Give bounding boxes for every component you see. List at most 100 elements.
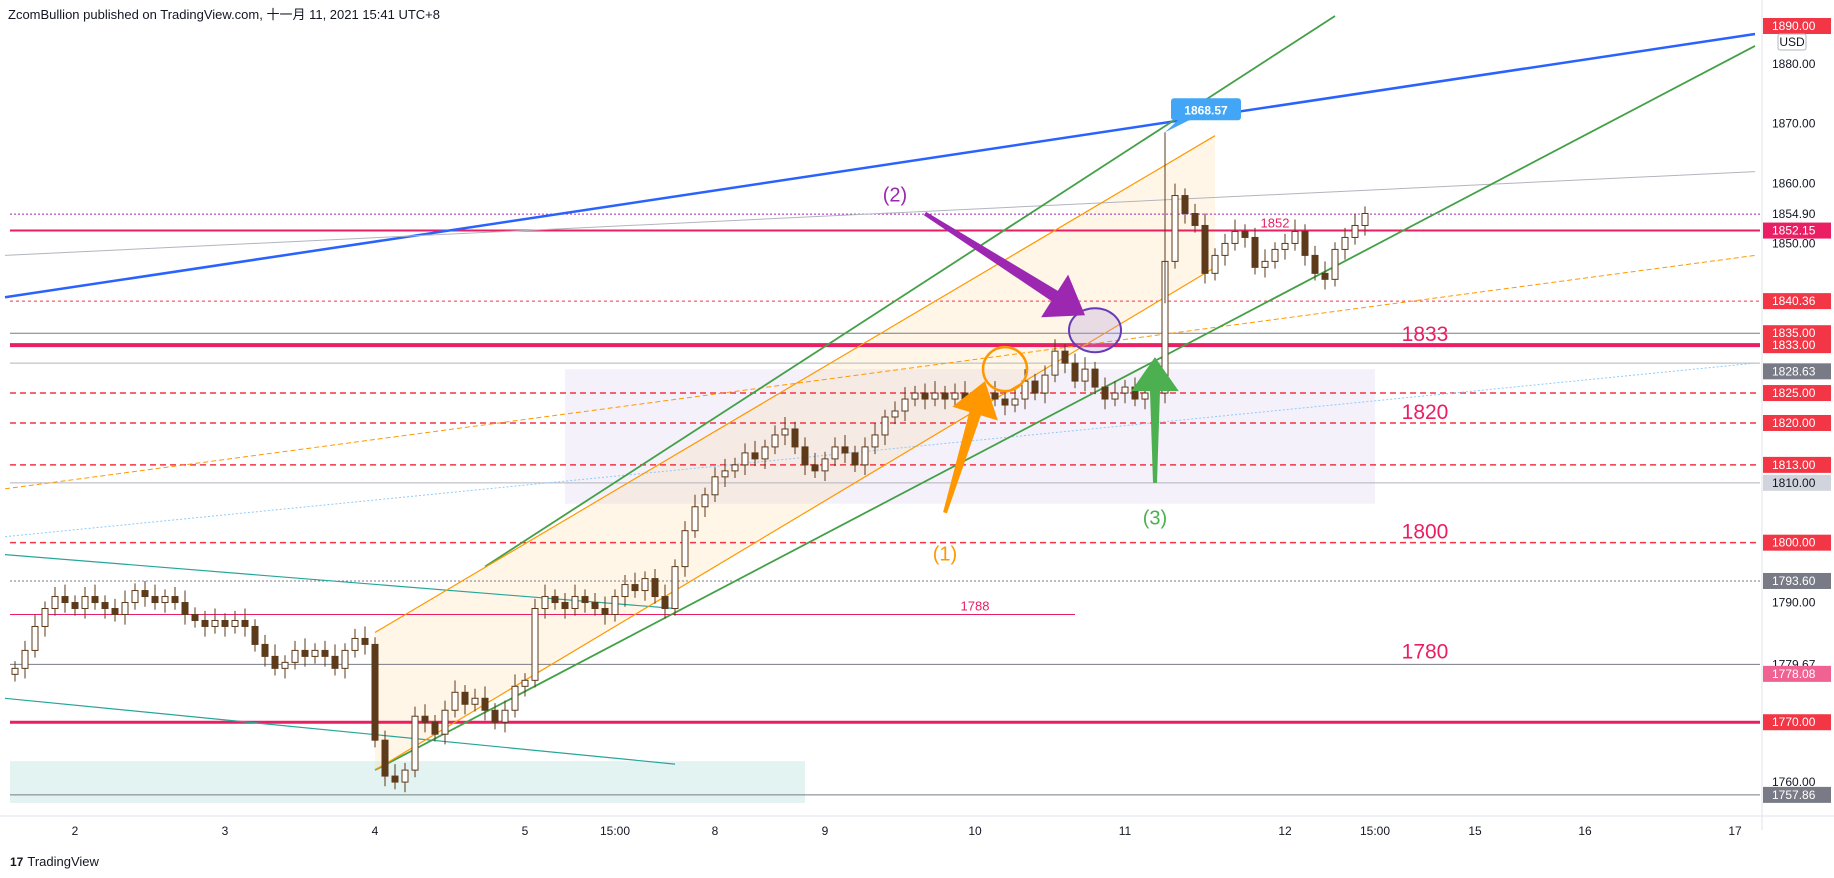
candle bbox=[871, 422, 879, 455]
candle-body bbox=[1301, 230, 1309, 256]
candle bbox=[791, 421, 799, 455]
zone-label: 1833 bbox=[1402, 323, 1449, 346]
candle bbox=[1361, 206, 1369, 236]
candle bbox=[1001, 391, 1009, 416]
time-tick-label: 11 bbox=[1119, 824, 1132, 838]
candle bbox=[1051, 339, 1059, 383]
currency-box[interactable] bbox=[1777, 33, 1807, 51]
time-tick-label: 15 bbox=[1468, 824, 1482, 838]
candle bbox=[1121, 379, 1129, 404]
price-axis: 1880.00 1870.00 1860.00 1854.90 1852.151850.… bbox=[1761, 0, 1834, 850]
candle-body bbox=[21, 649, 29, 669]
candle bbox=[1181, 188, 1189, 224]
candle-body bbox=[431, 721, 439, 735]
candle-body bbox=[51, 596, 59, 610]
candle bbox=[291, 640, 299, 670]
candle-body bbox=[541, 596, 549, 610]
price-tag-label: 1825.00 bbox=[1772, 386, 1816, 400]
candle-body bbox=[221, 619, 229, 627]
price-tick-label: 1760.00 bbox=[1772, 775, 1816, 789]
candle-body bbox=[501, 709, 509, 723]
candle-body bbox=[141, 590, 149, 598]
candle-body bbox=[441, 709, 449, 735]
candle bbox=[361, 626, 369, 655]
time-tick-label: 2 bbox=[72, 824, 79, 838]
candle-body bbox=[1051, 350, 1059, 376]
price-tag-bg bbox=[1763, 474, 1831, 491]
candle-body bbox=[841, 446, 849, 454]
candle-body bbox=[401, 769, 409, 783]
candle bbox=[231, 610, 239, 634]
candle-body bbox=[161, 596, 169, 604]
candle-body bbox=[101, 602, 109, 610]
candle-body bbox=[661, 596, 669, 610]
candle-body bbox=[811, 464, 819, 472]
time-tick-label: 8 bbox=[712, 824, 719, 838]
candle-body bbox=[211, 619, 219, 627]
candle bbox=[1191, 203, 1199, 233]
candle bbox=[721, 458, 729, 488]
candle-body bbox=[1311, 254, 1319, 274]
candle bbox=[11, 661, 19, 682]
candle-body bbox=[1191, 213, 1199, 226]
candle-body bbox=[581, 596, 589, 604]
candle bbox=[761, 439, 769, 470]
candle-body bbox=[1111, 392, 1119, 400]
candle bbox=[251, 619, 259, 652]
time-tick-label: 5 bbox=[522, 824, 529, 838]
candle bbox=[991, 381, 999, 407]
candle-body bbox=[611, 596, 619, 615]
candle bbox=[621, 574, 629, 607]
candle bbox=[91, 584, 99, 610]
candle-body bbox=[1341, 236, 1349, 250]
candle bbox=[571, 584, 579, 616]
candle-body bbox=[291, 649, 299, 663]
candle bbox=[451, 680, 459, 718]
footer-brand[interactable]: 17 TradingView bbox=[10, 854, 99, 869]
candle bbox=[1301, 224, 1309, 266]
candlestick-chart[interactable]: (1) (2) (3) 1852 1833 1820 1800 1788 1780 1868.57… bbox=[0, 0, 1834, 850]
time-tick-label: 10 bbox=[968, 824, 982, 838]
candle-body bbox=[171, 596, 179, 604]
candle-body bbox=[711, 476, 719, 496]
price-tag-bg bbox=[1763, 572, 1831, 589]
high-label: 1868.57 bbox=[1184, 103, 1228, 117]
candle bbox=[111, 598, 119, 622]
candle-body bbox=[31, 625, 39, 651]
candle-body bbox=[911, 392, 919, 400]
candle-body bbox=[1171, 195, 1179, 262]
candle bbox=[421, 704, 429, 733]
candle-body bbox=[331, 655, 339, 669]
candle bbox=[541, 584, 549, 619]
candle-body bbox=[521, 679, 529, 687]
candle bbox=[711, 467, 719, 502]
time-tick-label: 16 bbox=[1578, 824, 1592, 838]
price-tag-bg bbox=[1763, 665, 1831, 682]
candle-body bbox=[411, 715, 419, 771]
candle bbox=[1221, 233, 1229, 266]
candle-body bbox=[151, 596, 159, 604]
candle bbox=[641, 571, 649, 601]
candle-body bbox=[251, 625, 259, 645]
candle-body bbox=[1201, 224, 1209, 274]
candle bbox=[31, 614, 39, 658]
candle-body bbox=[481, 697, 489, 711]
candle-body bbox=[61, 596, 69, 604]
candle bbox=[401, 762, 409, 793]
candle-body bbox=[1091, 368, 1099, 388]
candle bbox=[391, 764, 399, 790]
price-tag-label: 1800.00 bbox=[1772, 536, 1816, 550]
candle bbox=[681, 521, 689, 577]
candle-body bbox=[1041, 374, 1049, 394]
candle bbox=[1281, 233, 1289, 260]
candle-body bbox=[951, 392, 959, 400]
candle bbox=[131, 583, 139, 610]
candle bbox=[511, 674, 519, 718]
candle-body bbox=[851, 452, 859, 466]
tradingview-label: TradingView bbox=[27, 854, 99, 869]
candle-body bbox=[1241, 230, 1249, 238]
candle bbox=[491, 703, 499, 730]
candle bbox=[1011, 389, 1019, 413]
candle-body bbox=[231, 619, 239, 627]
candle-body bbox=[651, 578, 659, 598]
